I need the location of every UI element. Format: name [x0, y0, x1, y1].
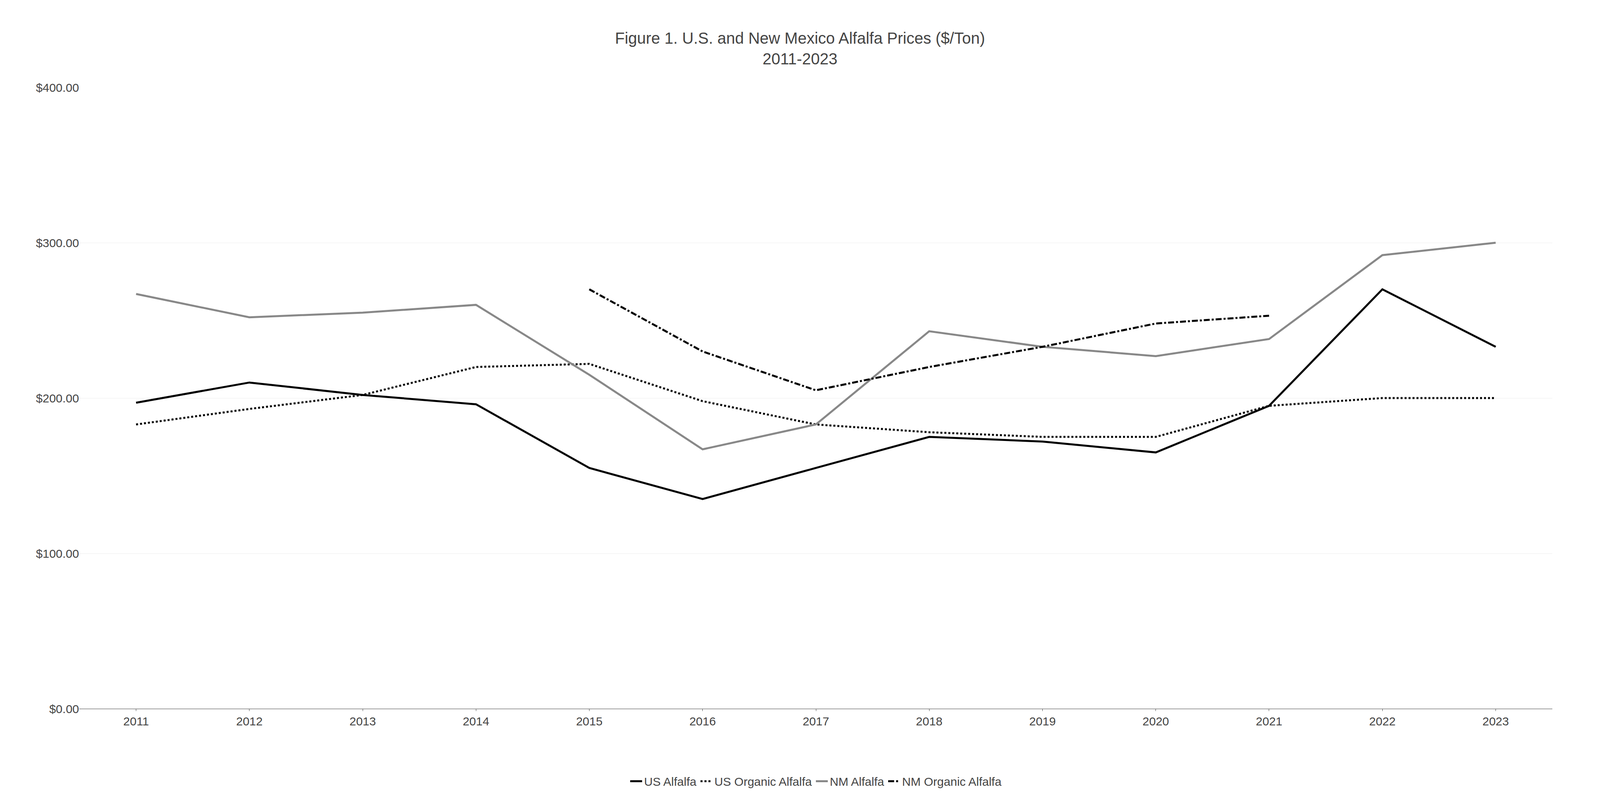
svg-text:2017: 2017 — [802, 714, 830, 728]
svg-text:2011: 2011 — [123, 714, 149, 728]
svg-text:2018: 2018 — [915, 714, 943, 728]
svg-text:NM Organic Alfalfa: NM Organic Alfalfa — [902, 774, 1002, 789]
svg-text:US Organic Alfalfa: US Organic Alfalfa — [714, 774, 812, 789]
svg-text:Figure 1. U.S. and New Mexico: Figure 1. U.S. and New Mexico Alfalfa Pr… — [614, 29, 985, 68]
svg-text:NM Alfalfa: NM Alfalfa — [829, 774, 885, 789]
svg-text:2021: 2021 — [1256, 714, 1283, 728]
svg-text:$100.00: $100.00 — [36, 546, 80, 561]
svg-text:2020: 2020 — [1142, 714, 1170, 728]
svg-text:$400.00: $400.00 — [36, 81, 80, 95]
svg-text:US Alfalfa: US Alfalfa — [644, 774, 697, 789]
svg-text:$200.00: $200.00 — [36, 391, 80, 405]
svg-text:2019: 2019 — [1029, 714, 1056, 728]
svg-text:$300.00: $300.00 — [36, 236, 80, 250]
svg-text:2022: 2022 — [1369, 714, 1396, 728]
svg-text:2012: 2012 — [235, 714, 263, 728]
svg-text:2014: 2014 — [462, 714, 490, 728]
svg-text:2013: 2013 — [349, 714, 377, 728]
svg-text:2015: 2015 — [575, 714, 603, 728]
svg-text:$0.00: $0.00 — [49, 702, 80, 716]
svg-text:2016: 2016 — [689, 714, 716, 728]
svg-text:2023: 2023 — [1482, 714, 1510, 728]
